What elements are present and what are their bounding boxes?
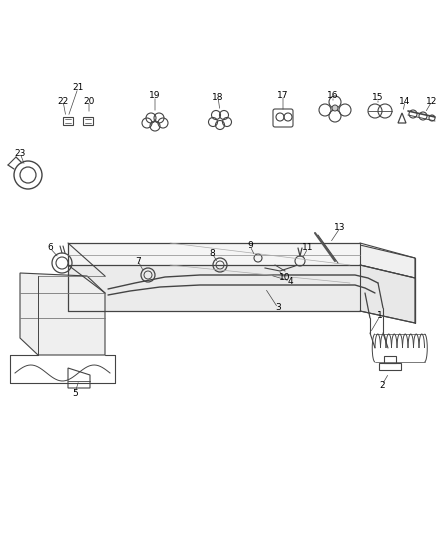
Text: 6: 6	[47, 244, 53, 253]
Polygon shape	[68, 265, 360, 311]
Text: 14: 14	[399, 96, 411, 106]
Polygon shape	[379, 363, 401, 370]
Polygon shape	[360, 245, 415, 278]
Text: 3: 3	[275, 303, 281, 312]
Text: 13: 13	[334, 223, 346, 232]
Text: 7: 7	[135, 256, 141, 265]
Circle shape	[332, 105, 338, 111]
Text: 11: 11	[302, 244, 314, 253]
Text: 10: 10	[279, 273, 291, 282]
Text: 16: 16	[327, 92, 339, 101]
Polygon shape	[20, 273, 105, 355]
Polygon shape	[63, 117, 73, 125]
Text: 21: 21	[72, 84, 84, 93]
Text: 15: 15	[372, 93, 384, 102]
Text: 20: 20	[83, 96, 95, 106]
Text: 19: 19	[149, 92, 161, 101]
Text: 23: 23	[14, 149, 26, 157]
Text: 22: 22	[57, 96, 69, 106]
Text: 9: 9	[247, 241, 253, 251]
Polygon shape	[68, 368, 90, 388]
Text: 5: 5	[72, 389, 78, 398]
Text: 17: 17	[277, 91, 289, 100]
Text: 12: 12	[426, 96, 438, 106]
Text: 18: 18	[212, 93, 224, 101]
Polygon shape	[360, 265, 415, 323]
Text: 1: 1	[377, 311, 383, 320]
Polygon shape	[384, 356, 396, 363]
Text: 2: 2	[379, 381, 385, 390]
Text: 8: 8	[209, 248, 215, 257]
Polygon shape	[83, 117, 93, 125]
Polygon shape	[68, 243, 360, 265]
FancyBboxPatch shape	[273, 109, 293, 127]
Text: 4: 4	[287, 277, 293, 286]
Polygon shape	[398, 113, 406, 123]
